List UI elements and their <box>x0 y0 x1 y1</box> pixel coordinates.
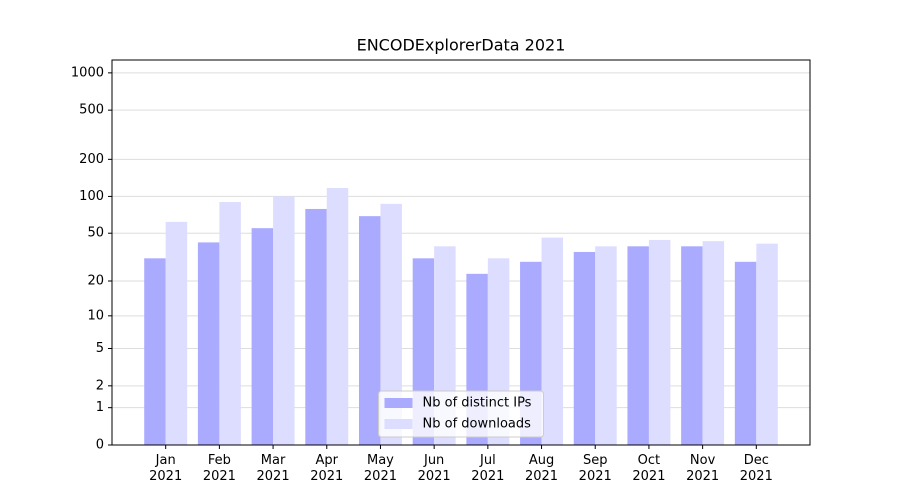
y-tick-label: 5 <box>96 341 104 356</box>
x-tick-label: Jun 2021 <box>417 453 451 484</box>
legend-label: Nb of downloads <box>423 417 532 432</box>
legend-swatch <box>384 419 413 429</box>
bar <box>251 228 274 445</box>
y-tick-label: 10 <box>87 308 104 323</box>
bar <box>380 203 402 445</box>
x-tick-label: Jan 2021 <box>149 453 183 484</box>
bar <box>273 196 295 445</box>
legend-box <box>378 390 544 438</box>
bar <box>648 239 671 445</box>
bar <box>541 237 564 445</box>
y-tick-label: 20 <box>87 274 104 289</box>
y-tick-label: 1000 <box>71 65 104 80</box>
bar <box>165 221 188 445</box>
bar <box>681 246 703 445</box>
legend-label: Nb of distinct IPs <box>423 396 532 411</box>
x-tick-label: Oct 2021 <box>632 453 666 484</box>
chart-title: ENCODExplorerData 2021 <box>357 36 566 55</box>
bar <box>756 243 778 445</box>
bar <box>358 216 381 445</box>
y-tick-label: 100 <box>79 189 104 204</box>
bar <box>702 241 725 445</box>
plot-frame <box>111 59 811 446</box>
x-tick-label: Nov 2021 <box>686 453 720 484</box>
bar <box>573 251 596 445</box>
y-tick-label: 50 <box>87 226 104 241</box>
y-tick-label: 1 <box>96 400 104 415</box>
bar <box>734 261 757 445</box>
x-tick-label: Feb 2021 <box>202 453 236 484</box>
y-tick-label: 2 <box>96 378 104 393</box>
legend: Nb of distinct IPs Nb of downloads <box>378 390 544 438</box>
x-tick-label: May 2021 <box>363 453 397 484</box>
bar <box>197 242 220 445</box>
x-tick-label: Jul 2021 <box>471 453 505 484</box>
bar <box>595 246 617 445</box>
y-tick-label: 500 <box>79 103 104 118</box>
bar <box>326 188 349 445</box>
x-tick-label: Sep 2021 <box>578 453 612 484</box>
x-tick-label: Dec 2021 <box>739 453 773 484</box>
x-tick-label: Aug 2021 <box>524 453 559 484</box>
bar <box>627 246 649 445</box>
x-tick-label: Apr 2021 <box>310 453 344 484</box>
y-tick-label: 200 <box>79 152 104 167</box>
legend-swatch <box>384 398 413 408</box>
bar <box>219 202 241 445</box>
bar <box>305 208 327 445</box>
y-tick-label: 0 <box>96 438 104 453</box>
x-tick-label: Mar 2021 <box>256 453 290 484</box>
bar <box>144 258 166 445</box>
